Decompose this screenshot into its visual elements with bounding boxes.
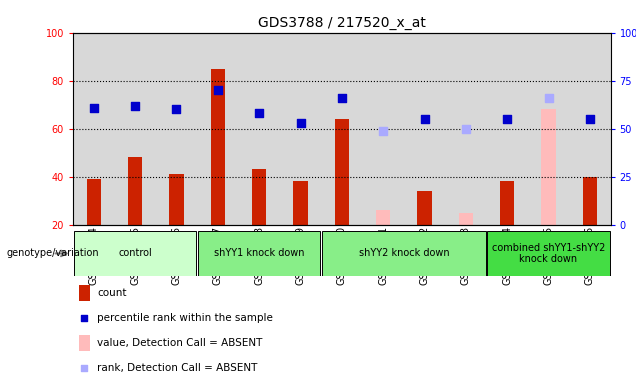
Point — [543, 95, 553, 101]
Point — [80, 365, 90, 371]
Bar — [280, 33, 321, 225]
Text: count: count — [97, 288, 127, 298]
Point — [378, 127, 388, 134]
Text: shYY1 knock down: shYY1 knock down — [214, 248, 305, 258]
Bar — [114, 33, 156, 225]
Point — [584, 116, 595, 122]
Text: control: control — [118, 248, 152, 258]
Bar — [78, 285, 90, 301]
Bar — [500, 182, 515, 225]
Bar — [293, 182, 308, 225]
Point — [502, 116, 513, 122]
Bar — [487, 33, 528, 225]
Bar — [459, 213, 473, 225]
Bar — [86, 179, 101, 225]
Text: value, Detection Call = ABSENT: value, Detection Call = ABSENT — [97, 338, 263, 348]
Bar — [197, 33, 238, 225]
Bar — [322, 231, 486, 276]
Bar — [74, 231, 197, 276]
Bar — [128, 157, 142, 225]
Bar — [156, 33, 197, 225]
Bar — [528, 33, 569, 225]
Point — [212, 87, 223, 93]
Bar — [417, 191, 432, 225]
Text: combined shYY1-shYY2
knock down: combined shYY1-shYY2 knock down — [492, 243, 605, 264]
Bar — [169, 174, 184, 225]
Bar — [78, 335, 90, 351]
Point — [420, 116, 430, 122]
Bar — [541, 109, 556, 225]
Bar — [321, 33, 363, 225]
Bar — [445, 33, 487, 225]
Text: shYY2 knock down: shYY2 knock down — [359, 248, 449, 258]
Bar — [404, 33, 445, 225]
Point — [89, 104, 99, 111]
Bar — [73, 33, 114, 225]
Title: GDS3788 / 217520_x_at: GDS3788 / 217520_x_at — [258, 16, 425, 30]
Text: rank, Detection Call = ABSENT: rank, Detection Call = ABSENT — [97, 362, 258, 373]
Point — [337, 95, 347, 101]
Bar — [335, 119, 349, 225]
Point — [130, 103, 141, 109]
Bar — [487, 231, 610, 276]
Point — [172, 106, 182, 113]
Bar — [238, 33, 280, 225]
Point — [295, 120, 306, 126]
Bar — [376, 210, 391, 225]
Text: percentile rank within the sample: percentile rank within the sample — [97, 313, 273, 323]
Point — [460, 126, 471, 132]
Bar — [198, 231, 321, 276]
Point — [80, 315, 90, 321]
Bar — [583, 177, 597, 225]
Bar — [211, 69, 225, 225]
Point — [254, 110, 265, 116]
Text: genotype/variation: genotype/variation — [6, 248, 99, 258]
Bar — [363, 33, 404, 225]
Bar — [569, 33, 611, 225]
Bar — [252, 169, 266, 225]
